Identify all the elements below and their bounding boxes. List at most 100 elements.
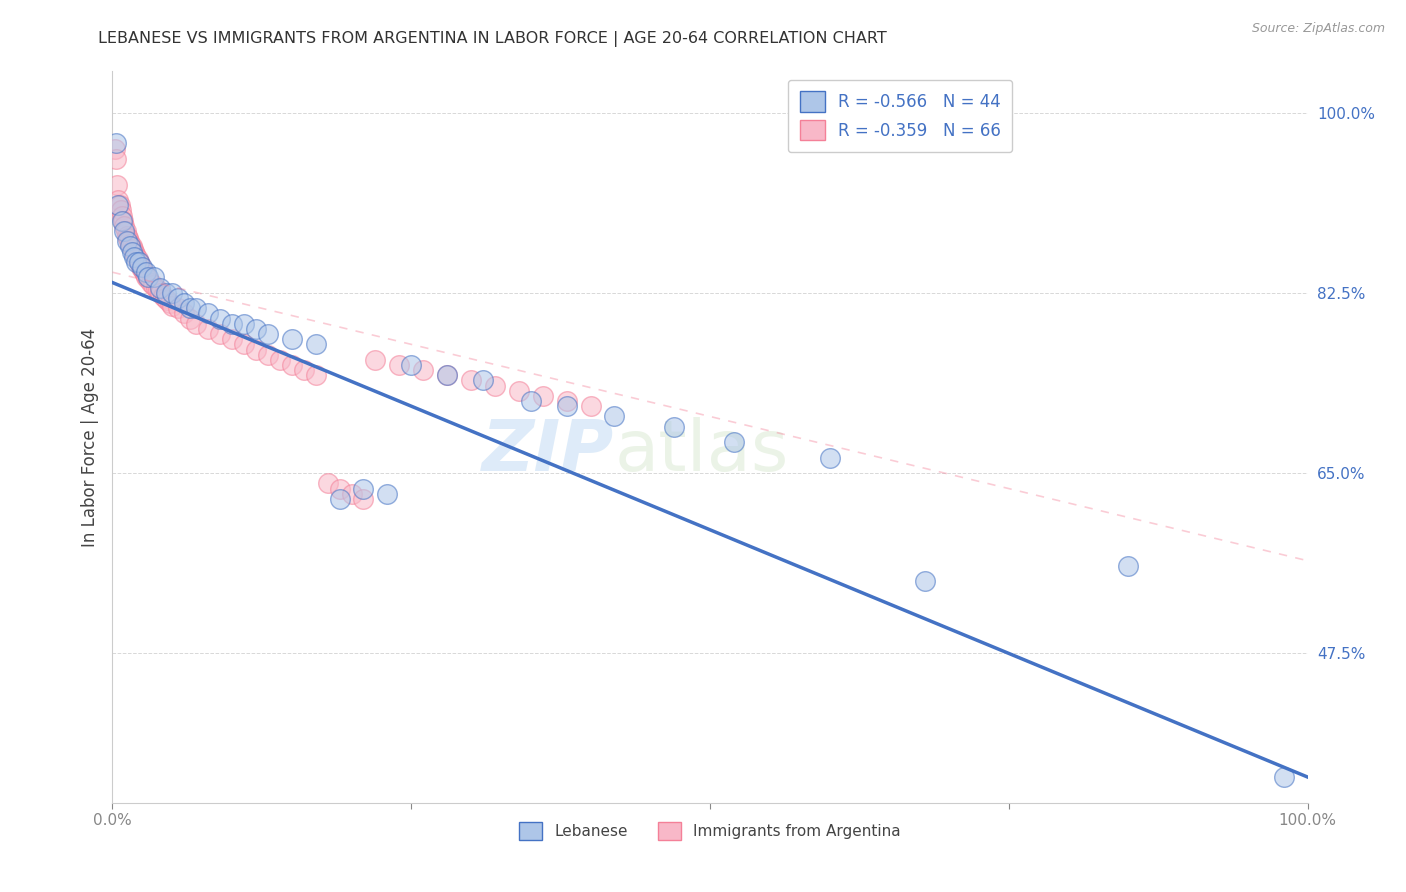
Point xyxy=(555,394,578,409)
Point xyxy=(105,136,128,151)
Point xyxy=(111,209,134,223)
Point xyxy=(118,235,141,249)
Point xyxy=(520,394,543,409)
Point xyxy=(352,482,374,496)
Point xyxy=(104,142,127,156)
Point xyxy=(1272,770,1295,784)
Legend: Lebanese, Immigrants from Argentina: Lebanese, Immigrants from Argentina xyxy=(513,815,907,847)
Point xyxy=(107,198,129,212)
Point xyxy=(472,373,495,387)
Point xyxy=(257,327,280,342)
Point xyxy=(436,368,458,383)
Point xyxy=(167,301,190,316)
Point xyxy=(111,213,134,227)
Point xyxy=(305,337,328,351)
Point xyxy=(167,291,190,305)
Point xyxy=(179,311,201,326)
Point xyxy=(329,482,352,496)
Text: Source: ZipAtlas.com: Source: ZipAtlas.com xyxy=(1251,22,1385,36)
Point xyxy=(233,317,256,331)
Point xyxy=(401,358,423,372)
Point xyxy=(1118,558,1140,573)
Point xyxy=(173,306,195,320)
Point xyxy=(125,250,148,264)
Point xyxy=(156,293,179,307)
Point xyxy=(292,363,315,377)
Point xyxy=(127,252,149,266)
Point xyxy=(152,289,174,303)
Point xyxy=(114,224,135,238)
Point xyxy=(146,283,169,297)
Point xyxy=(508,384,530,398)
Point xyxy=(233,337,256,351)
Point xyxy=(159,296,181,310)
Point xyxy=(115,229,138,244)
Point xyxy=(139,276,162,290)
Point xyxy=(197,322,219,336)
Point xyxy=(209,327,232,342)
Point xyxy=(377,487,399,501)
Point xyxy=(120,239,142,253)
Point xyxy=(117,231,139,245)
Point xyxy=(305,368,328,383)
Point xyxy=(197,306,219,320)
Text: atlas: atlas xyxy=(614,417,789,486)
Point xyxy=(603,409,626,424)
Point xyxy=(121,244,143,259)
Point xyxy=(153,291,176,305)
Point xyxy=(132,265,155,279)
Point xyxy=(112,213,135,227)
Point xyxy=(124,246,146,260)
Point xyxy=(155,285,177,300)
Y-axis label: In Labor Force | Age 20-64: In Labor Force | Age 20-64 xyxy=(80,327,98,547)
Point xyxy=(531,389,554,403)
Point xyxy=(110,203,132,218)
Point xyxy=(340,487,363,501)
Point xyxy=(245,343,267,357)
Point xyxy=(186,317,208,331)
Point xyxy=(412,363,434,377)
Point xyxy=(115,235,138,249)
Point xyxy=(122,244,145,259)
Point xyxy=(131,260,153,274)
Point xyxy=(128,255,150,269)
Text: LEBANESE VS IMMIGRANTS FROM ARGENTINA IN LABOR FORCE | AGE 20-64 CORRELATION CHA: LEBANESE VS IMMIGRANTS FROM ARGENTINA IN… xyxy=(98,31,887,47)
Point xyxy=(105,178,128,192)
Point xyxy=(129,257,152,271)
Text: ZIP: ZIP xyxy=(482,417,614,486)
Point xyxy=(107,193,129,207)
Point xyxy=(436,368,458,383)
Point xyxy=(186,301,208,316)
Point xyxy=(114,219,135,233)
Point xyxy=(173,296,195,310)
Point xyxy=(221,317,243,331)
Point xyxy=(121,239,143,253)
Point xyxy=(484,378,506,392)
Point xyxy=(818,450,841,465)
Point xyxy=(257,348,280,362)
Point xyxy=(388,358,411,372)
Point xyxy=(316,476,339,491)
Point xyxy=(149,285,172,300)
Point xyxy=(142,277,165,292)
Point xyxy=(162,285,183,300)
Point xyxy=(138,272,160,286)
Point xyxy=(579,399,602,413)
Point xyxy=(162,299,183,313)
Point xyxy=(209,311,232,326)
Point xyxy=(914,574,936,589)
Point xyxy=(352,491,374,506)
Point xyxy=(460,373,482,387)
Point xyxy=(134,268,156,282)
Point xyxy=(128,255,150,269)
Point xyxy=(135,270,157,285)
Point xyxy=(245,322,267,336)
Point xyxy=(135,265,157,279)
Point xyxy=(114,224,136,238)
Point xyxy=(329,491,352,506)
Point xyxy=(129,260,152,274)
Point xyxy=(281,332,304,346)
Point xyxy=(269,352,291,367)
Point xyxy=(364,352,387,367)
Point xyxy=(664,419,686,434)
